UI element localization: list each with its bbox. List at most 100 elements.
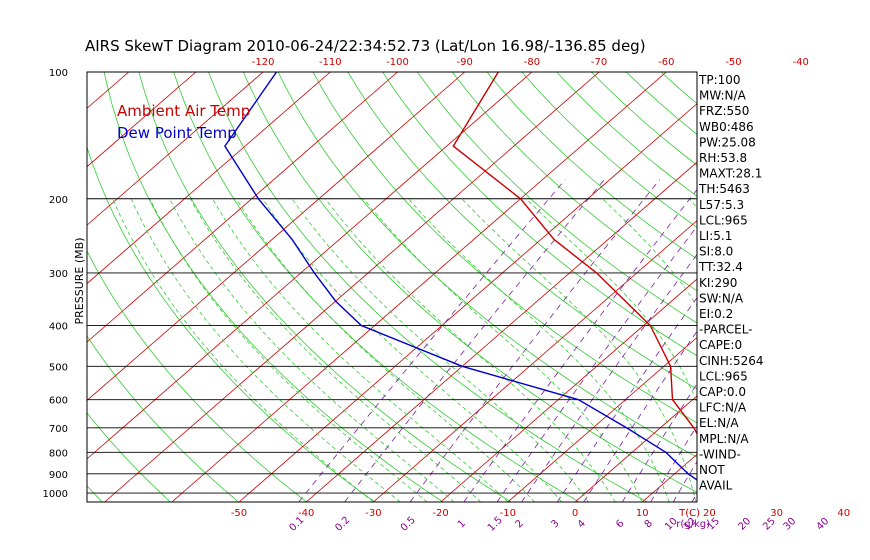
- mixing-ratio-line: [463, 189, 697, 502]
- mixing-ratio-label: 6: [614, 518, 626, 530]
- mixing-ratio-label: 4: [576, 518, 588, 530]
- stability-index-item: LCL:965: [699, 213, 748, 227]
- dry-adiabat: [138, 72, 512, 502]
- bottom-temperature-label: 20: [703, 508, 716, 519]
- legend-entry: Ambient Air Temp: [117, 102, 250, 120]
- dry-adiabat: [382, 72, 697, 357]
- isotherm: [104, 72, 600, 502]
- isotherm: [0, 72, 62, 502]
- stability-index-item: SW:N/A: [699, 291, 744, 305]
- dry-adiabat: [173, 72, 580, 502]
- moist-adiabats: [112, 198, 809, 502]
- mixing-ratio-line: [621, 383, 697, 502]
- top-temperature-labels: -120 -110 -100 -90 -80 -70 -60 -50 -40: [252, 57, 809, 68]
- mixing-ratio-label: 8: [643, 518, 655, 530]
- dry-adiabat: [312, 72, 697, 424]
- isotherm: [777, 72, 870, 502]
- moist-adiabat: [262, 198, 562, 502]
- mixing-ratio-label: 0.5: [399, 515, 418, 534]
- dew-point-temp-line: [224, 72, 697, 481]
- pressure-tick-labels: 100 200 300 400 500 600 700 800 900 1000: [43, 68, 68, 500]
- mixing-ratio-line: [825, 180, 870, 503]
- top-temperature-label: -60: [658, 57, 674, 68]
- pressure-tick-label: 800: [49, 448, 68, 459]
- dry-adiabat: [242, 72, 697, 493]
- moist-adiabat: [130, 198, 401, 502]
- top-temperature-label: -40: [793, 57, 809, 68]
- stability-index-item: CAPE:0: [699, 338, 742, 352]
- isotherm: [844, 72, 870, 502]
- stability-index-item: CAP:0.0: [699, 385, 746, 399]
- top-temperature-label: -90: [457, 57, 473, 68]
- bottom-temperature-label: 40: [837, 508, 850, 519]
- pressure-tick-label: 200: [49, 195, 68, 206]
- bottom-temperature-label: 0: [572, 508, 578, 519]
- dry-adiabat: [0, 72, 34, 502]
- ambient-air-temp-line: [452, 72, 697, 435]
- pressure-tick-label: 700: [49, 424, 68, 435]
- bottom-temperature-labels: -50 -40 -30 -20 -10 0 10 20 30 40 T(C): [231, 508, 850, 519]
- top-temperature-label: -120: [252, 57, 275, 68]
- bottom-temperature-label: 30: [770, 508, 783, 519]
- mixing-ratio-label: 1: [456, 518, 468, 530]
- stability-index-item: -WIND-: [699, 447, 741, 461]
- isotherm: [574, 395, 697, 502]
- moist-adiabat: [169, 198, 455, 502]
- isotherm: [87, 72, 197, 168]
- stability-index-item: LCL:965: [699, 369, 748, 383]
- mixing-ratio-label: 3: [549, 518, 561, 530]
- y-axis-label: PRESSURE (MB): [73, 238, 86, 325]
- mixing-ratio-unit: r(g/kg): [676, 519, 710, 530]
- stability-index-item: RH:53.8: [699, 151, 747, 165]
- dry-adiabat: [521, 72, 697, 228]
- mixing-ratio-line: [650, 424, 697, 502]
- moist-adiabat: [149, 198, 428, 502]
- stability-index-item: LI:5.1: [699, 229, 732, 243]
- stability-index-item: MAXT:28.1: [699, 167, 762, 181]
- mixing-ratio-line: [344, 179, 605, 502]
- top-temperature-label: -80: [524, 57, 540, 68]
- mixing-ratio-lines: [298, 179, 870, 503]
- pressure-tick-label: 600: [49, 396, 68, 407]
- dry-adiabat: [277, 72, 697, 458]
- moist-adiabat: [324, 198, 616, 502]
- mixing-ratio-label: 2: [514, 518, 526, 530]
- moist-adiabat: [775, 199, 809, 502]
- stability-index-item: MPL:N/A: [699, 432, 749, 446]
- moist-adiabat: [236, 198, 535, 502]
- pressure-tick-label: 500: [49, 362, 68, 373]
- mixing-ratio-label: 20: [736, 516, 753, 533]
- mixing-ratio-line: [583, 330, 697, 502]
- isobars: [87, 198, 697, 494]
- stability-index-item: LFC:N/A: [699, 401, 747, 415]
- isotherm: [171, 72, 667, 502]
- isotherm: [440, 278, 697, 502]
- bottom-temperature-label: -20: [432, 508, 448, 519]
- bottom-axis-unit: T(C): [678, 508, 700, 519]
- isotherms: [0, 72, 870, 502]
- isotherm: [87, 72, 331, 285]
- moist-adiabat: [212, 198, 509, 502]
- stability-index-item: CINH:5264: [699, 354, 764, 368]
- bottom-temperature-label: 10: [636, 508, 649, 519]
- bottom-temperature-label: -30: [365, 508, 381, 519]
- mixing-ratio-line: [496, 225, 697, 502]
- dry-adiabat: [660, 72, 697, 105]
- dry-adiabat: [486, 72, 697, 260]
- plot-area: [0, 72, 870, 503]
- isotherm: [87, 72, 533, 460]
- stability-index-item: TP:100: [698, 73, 741, 87]
- mixing-ratio-line: [792, 180, 870, 503]
- bottom-temperature-label: -40: [298, 508, 314, 519]
- dry-adiabat: [87, 335, 239, 502]
- dry-adiabat: [87, 146, 376, 502]
- isotherm: [87, 72, 465, 401]
- pressure-tick-label: 1000: [43, 489, 68, 500]
- stability-index-item: L57:5.3: [699, 198, 744, 212]
- dry-adiabat: [800, 72, 870, 502]
- mixing-ratio-line: [556, 297, 697, 502]
- stability-index-item: EL:N/A: [699, 416, 739, 430]
- moist-adiabat: [291, 198, 589, 502]
- pressure-tick-label: 300: [49, 269, 68, 280]
